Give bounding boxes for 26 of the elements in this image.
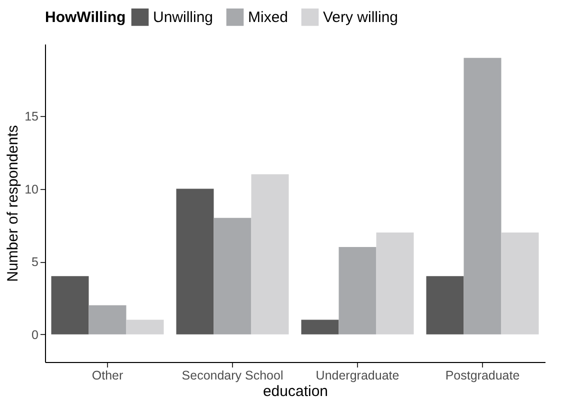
y-tick-label: 10: [24, 182, 39, 196]
legend-label: Very willing: [323, 9, 398, 26]
x-tick-label: Postgraduate: [445, 368, 520, 382]
y-tick-label: 0: [32, 328, 39, 342]
y-axis-title: Number of respondents: [4, 125, 22, 282]
x-tick-label: Undergraduate: [316, 368, 400, 382]
bar: [338, 247, 376, 334]
bar: [176, 188, 214, 334]
y-tick-label: 5: [32, 255, 39, 270]
bar: [214, 218, 252, 334]
legend-label: Mixed: [248, 9, 288, 26]
legend-title: HowWilling: [45, 9, 126, 26]
bar: [301, 320, 339, 334]
bar: [426, 276, 464, 334]
y-tick-label: 15: [24, 110, 39, 124]
x-axis-title: education: [262, 383, 328, 400]
x-tick-label: Secondary School: [182, 368, 284, 382]
bar: [376, 232, 414, 334]
legend-label: Unwilling: [153, 9, 214, 26]
x-tick-label: Other: [92, 368, 124, 382]
bar: [251, 174, 289, 334]
bar: [88, 305, 126, 334]
bar: [51, 276, 89, 334]
bar: [464, 58, 502, 334]
bar: [501, 232, 539, 334]
bar: [126, 320, 164, 334]
